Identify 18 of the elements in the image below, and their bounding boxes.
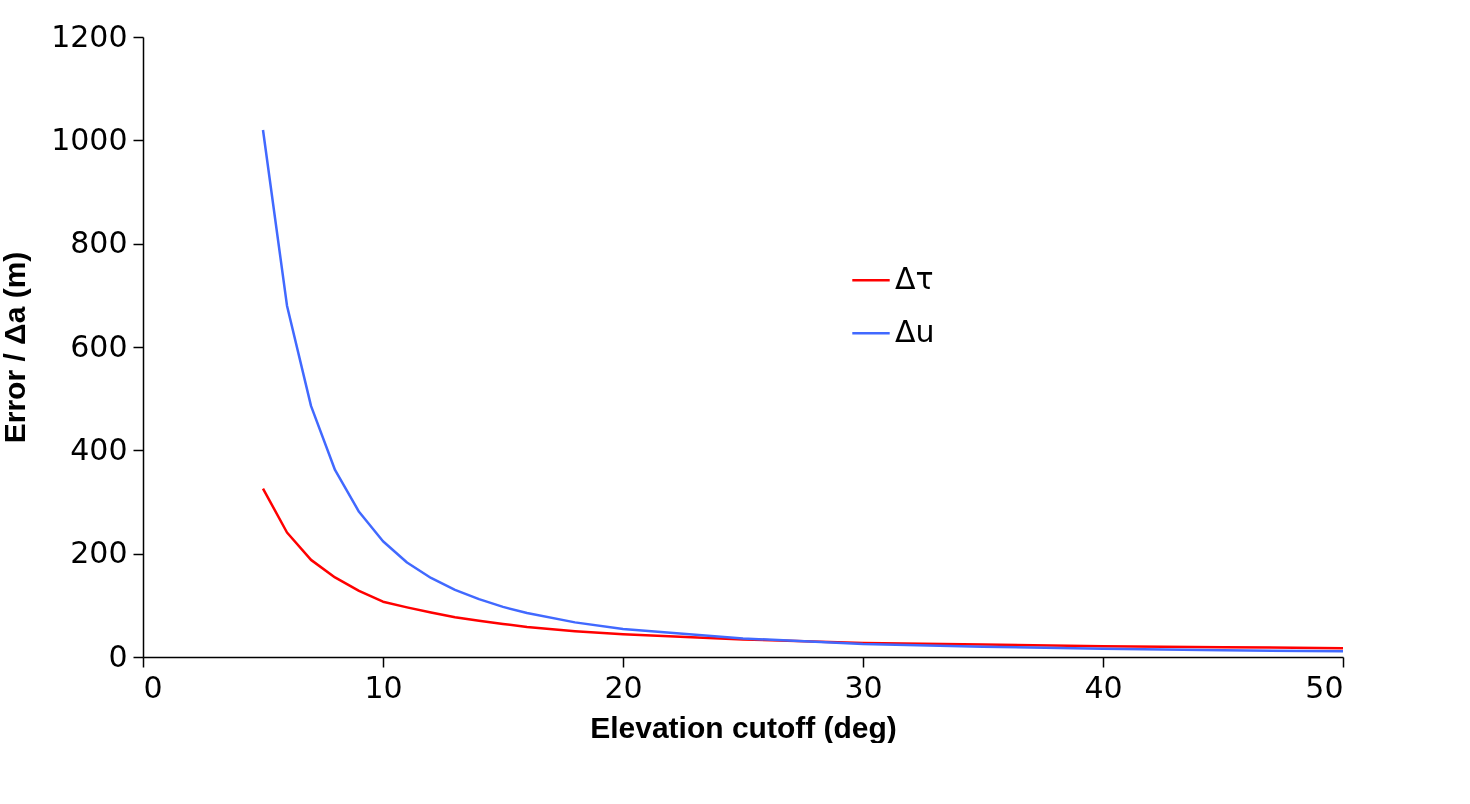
x-tick-label: 20 (604, 669, 643, 705)
x-axis-title: Elevation cutoff (deg) (590, 710, 897, 744)
legend-label: Δτ (895, 261, 934, 297)
y-tick-label: 0 (108, 638, 128, 674)
y-tick-label: 200 (70, 535, 128, 571)
x-tick-label: 10 (364, 669, 403, 705)
x-tick-label: 50 (1305, 669, 1344, 705)
y-tick-label: 400 (70, 431, 128, 467)
x-tick-label: 0 (143, 669, 163, 705)
line-series (261, 128, 1345, 653)
y-tick-label: 800 (70, 225, 128, 261)
y-axis-title: Error / Δa (m) (0, 251, 32, 444)
x-tick-label: 30 (844, 669, 883, 705)
x-tick-label: 40 (1084, 669, 1123, 705)
y-tick-label: 600 (70, 328, 128, 364)
legend-label: Δu (895, 314, 935, 350)
y-tick-label: 1000 (51, 121, 128, 157)
y-tick-label: 1200 (51, 18, 128, 54)
